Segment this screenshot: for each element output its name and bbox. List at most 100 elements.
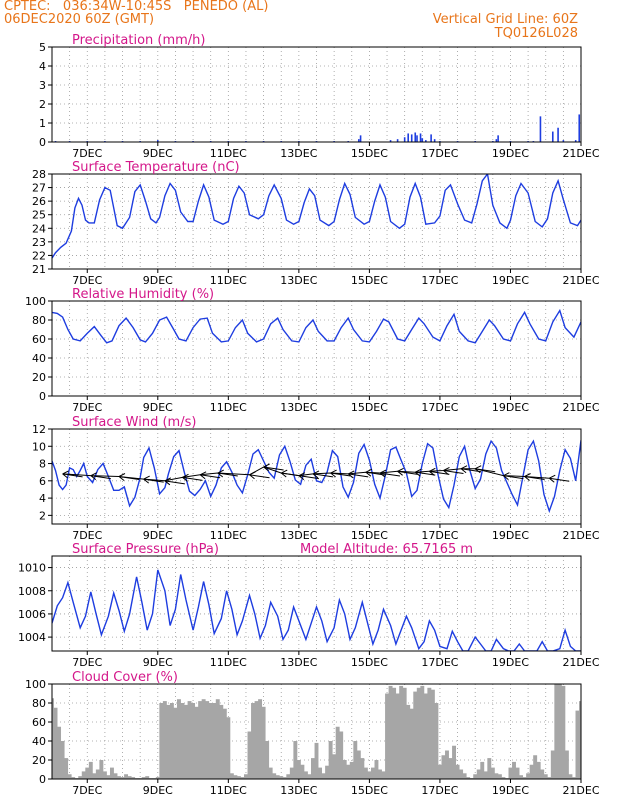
wind-arrow: [474, 465, 496, 474]
cloud-bar: [81, 771, 86, 779]
y-tick-label: 1010: [18, 562, 46, 575]
wind-arrow: [548, 474, 570, 483]
x-tick-label: 9DEC: [143, 656, 173, 669]
x-tick-label: 11DEC: [210, 784, 247, 797]
cloud-bar: [335, 726, 340, 779]
y-tick-label: 21: [32, 263, 46, 276]
x-tick-label: 15DEC: [351, 529, 388, 542]
precip-bar: [574, 140, 577, 142]
cloud-bar: [286, 774, 291, 779]
cloud-bar: [434, 703, 439, 779]
wind-arrow: [143, 475, 164, 484]
cloud-bar: [466, 777, 471, 779]
panel-3: [48, 300, 582, 400]
x-tick-label: 21DEC: [562, 656, 599, 669]
precip-bar: [497, 135, 499, 142]
panel-frame: [51, 683, 582, 780]
cloud-bar: [356, 750, 361, 779]
panel-2: [48, 173, 582, 273]
panel-5: [48, 555, 582, 655]
wind-arrow: [199, 471, 221, 480]
x-tick-label: 7DEC: [72, 274, 102, 287]
series-line: [52, 569, 581, 651]
cloud-bar: [85, 767, 90, 779]
cloud-bar: [169, 703, 174, 779]
x-tick-label: 9DEC: [143, 274, 173, 287]
x-tick-label: 21DEC: [562, 401, 599, 414]
x-tick-label: 19DEC: [492, 656, 529, 669]
cloud-bar: [346, 764, 351, 779]
precip-bar: [433, 139, 436, 142]
y-tick-label: 0: [39, 390, 46, 403]
panel-title: Surface Pressure (hPa): [72, 542, 219, 557]
wind-arrow: [164, 477, 185, 486]
cloud-bar: [476, 769, 481, 779]
cloud-bar: [381, 771, 386, 779]
plot-area: [52, 174, 581, 259]
cloud-bar: [187, 701, 192, 779]
x-tick-label: 17DEC: [421, 784, 458, 797]
cloud-bar: [92, 773, 97, 779]
cloud-bar: [437, 764, 442, 779]
x-tick-label: 19DEC: [492, 401, 529, 414]
plot-area: [52, 684, 581, 779]
y-tick-label: 27: [32, 182, 46, 195]
x-tick-label: 15DEC: [351, 274, 388, 287]
cloud-bar: [53, 707, 58, 779]
cloud-bar: [233, 775, 238, 779]
x-tick-label: 21DEC: [562, 529, 599, 542]
cloud-bar: [173, 707, 178, 779]
precip-bar: [425, 140, 427, 142]
cloud-bar: [60, 741, 65, 779]
x-tick-label: 7DEC: [72, 147, 102, 160]
cloud-bar: [113, 773, 118, 779]
cloud-bar: [109, 767, 114, 779]
panel-frame: [51, 555, 582, 652]
cloud-bar: [420, 685, 425, 779]
cloud-bar: [311, 758, 315, 779]
cloud-bar: [427, 687, 432, 779]
x-tick-label: 7DEC: [72, 529, 102, 542]
panel-title: Surface Temperature (nC): [72, 160, 240, 175]
y-tick-label: 0: [39, 773, 46, 786]
precip-bar: [358, 139, 360, 142]
series-line: [52, 439, 581, 514]
x-tick-label: 13DEC: [280, 401, 317, 414]
cloud-bar: [423, 693, 428, 779]
cloud-bar: [385, 693, 389, 779]
cloud-bar: [430, 689, 435, 779]
cloud-bar: [501, 777, 506, 779]
cloud-bar: [254, 701, 259, 779]
y-tick-label: 2: [39, 98, 46, 111]
cloud-bar: [339, 731, 344, 779]
cloud-bar: [318, 767, 322, 779]
y-tick-label: 1: [39, 117, 46, 130]
cloud-bar: [117, 776, 121, 779]
cloud-bar: [512, 761, 516, 779]
x-tick-label: 21DEC: [562, 784, 599, 797]
y-tick-label: 4: [39, 60, 46, 73]
y-tick-label: 100: [25, 678, 46, 691]
cloud-bar: [571, 777, 576, 779]
cloud-bar: [494, 773, 499, 779]
precip-bar: [157, 140, 159, 142]
cloud-bar: [332, 754, 337, 779]
cloud-bar: [550, 750, 555, 779]
cloud-bar: [367, 771, 372, 779]
cloud-bar: [459, 769, 464, 779]
cloud-bar: [141, 777, 146, 779]
x-tick-label: 11DEC: [210, 274, 247, 287]
precip-bar: [495, 139, 498, 142]
cloud-bar: [67, 774, 72, 779]
wind-arrow: [524, 473, 545, 481]
y-tick-label: 5: [39, 41, 46, 54]
cloud-bar: [526, 773, 531, 779]
precip-bar: [396, 139, 399, 142]
y-tick-label: 80: [32, 314, 46, 327]
header-datetime: 06DEC2020 60Z (GMT): [4, 12, 155, 27]
cloud-bar: [554, 684, 559, 779]
wind-arrow: [503, 472, 524, 481]
wind-arrow: [263, 463, 284, 472]
precip-bar: [562, 140, 565, 142]
cloud-bar: [296, 760, 301, 779]
